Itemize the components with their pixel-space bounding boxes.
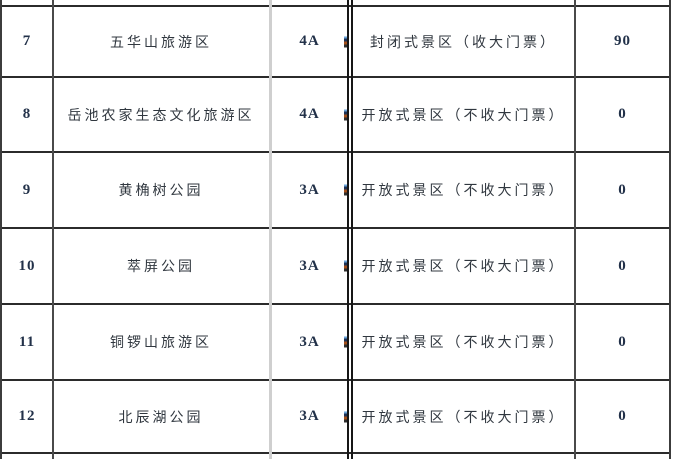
- ticket-price-cell: 0: [618, 408, 627, 424]
- scenic-type-cell: 开放式景区（不收大门票）: [361, 108, 566, 124]
- clipped-text-artifact: [344, 109, 347, 120]
- row-number-cell: 12: [18, 408, 36, 424]
- grid-hline: [0, 227, 671, 229]
- scenic-type-cell: 开放式景区（不收大门票）: [361, 260, 566, 275]
- scenic-type-cell: 开放式景区（不收大门票）: [361, 184, 566, 199]
- scenic-area-name-cell: 铜锣山旅游区: [110, 336, 212, 351]
- grid-vline-number-col: [52, 0, 54, 459]
- grid-vline-right: [669, 0, 671, 459]
- grid-hline: [0, 151, 671, 153]
- clipped-text-artifact: [344, 411, 347, 422]
- clipped-text-artifact: [344, 336, 347, 348]
- grid-hline: [0, 76, 671, 78]
- ticket-price-cell: 0: [618, 181, 627, 198]
- row-number-cell: 7: [22, 33, 32, 49]
- grid-hline: [0, 5, 671, 7]
- grid-hline: [0, 452, 671, 454]
- ticket-price-cell: 0: [618, 333, 627, 350]
- grid-vline-left: [0, 0, 2, 459]
- row-number-cell: 8: [22, 106, 32, 122]
- scenic-area-name-cell: 五华山旅游区: [110, 35, 212, 51]
- grade-cell: 3A: [299, 408, 320, 424]
- scenic-area-name-cell: 黄桷树公园: [118, 184, 204, 199]
- table-row: 8 岳池农家生态文化旅游区 4A 开放式景区（不收大门票） 0: [0, 78, 678, 151]
- clipped-text-artifact: [344, 260, 347, 272]
- row-number-cell: 9: [22, 181, 32, 198]
- grid-vline-type-col: [574, 0, 576, 459]
- table-row: 7 五华山旅游区 4A 封闭式景区（收大门票） 90: [0, 7, 678, 76]
- grade-cell: 4A: [299, 106, 320, 122]
- scenic-type-cell: 开放式景区（不收大门票）: [361, 410, 566, 426]
- ticket-price-cell: 0: [618, 257, 627, 274]
- row-number-cell: 11: [18, 333, 36, 350]
- ticket-price-cell: 90: [614, 33, 631, 49]
- grid-vline-name-col: [269, 0, 272, 459]
- clipped-text-artifact: [344, 184, 347, 196]
- row-number-cell: 10: [18, 257, 36, 274]
- grade-cell: 3A: [299, 181, 320, 198]
- grade-cell: 3A: [299, 257, 320, 274]
- scenic-area-name-cell: 岳池农家生态文化旅游区: [67, 108, 255, 124]
- scenic-area-name-cell: 北辰湖公园: [118, 410, 204, 426]
- grid-hline: [0, 303, 671, 305]
- grade-cell: 4A: [299, 33, 320, 49]
- scenic-type-cell: 封闭式景区（收大门票）: [370, 35, 557, 51]
- table-row: 12 北辰湖公园 3A 开放式景区（不收大门票） 0: [0, 381, 678, 452]
- scenic-type-cell: 开放式景区（不收大门票）: [361, 336, 566, 351]
- table-row: 10 萃屏公园 3A 开放式景区（不收大门票） 0: [0, 229, 678, 303]
- grid-vline-double-left: [347, 0, 349, 459]
- table-row: 11 铜锣山旅游区 3A 开放式景区（不收大门票） 0: [0, 305, 678, 379]
- scenic-area-name-cell: 萃屏公园: [127, 260, 195, 275]
- ticket-price-cell: 0: [618, 106, 627, 122]
- table-row: 9 黄桷树公园 3A 开放式景区（不收大门票） 0: [0, 153, 678, 227]
- grade-cell: 3A: [299, 333, 320, 350]
- grid-vline-double-right: [351, 0, 353, 459]
- clipped-text-artifact: [344, 36, 347, 47]
- grid-hline: [0, 379, 671, 381]
